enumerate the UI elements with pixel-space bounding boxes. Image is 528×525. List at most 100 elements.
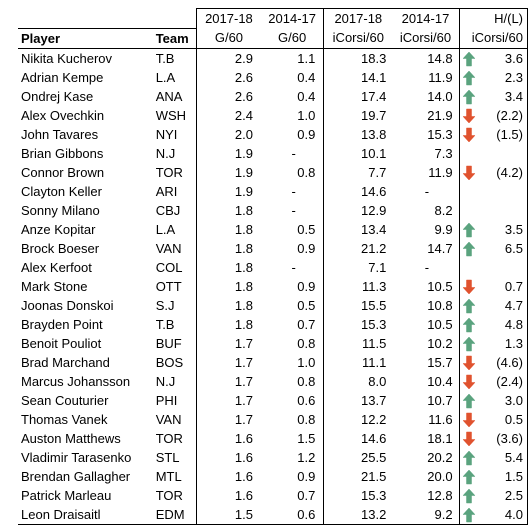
g60-1417-value: 0.8 [260,409,325,429]
g60-1718-value: 2.9 [195,48,261,68]
icorsi-hl-value: 1.5 [477,466,528,486]
table-row: Clayton Keller ARI 1.9-14.6- [18,181,528,201]
icorsi-1417-value: 11.9 [392,67,460,87]
stats-table: 2017-18 2014-17 2017-18 2014-17 H/(L) Pl… [18,8,528,525]
trend-cell [459,277,477,296]
icorsi-1718-value: 13.2 [323,504,393,525]
header-player: Player [18,27,153,48]
trend-cell [459,429,477,448]
header-blank [153,9,197,29]
player-name: Auston Matthews [21,430,121,446]
icorsi-1417-value: 15.3 [392,124,460,144]
icorsi-1417-value: 11.9 [392,162,460,182]
trend-cell [459,87,477,106]
header-season-1417-icorsi: 2014-17 [392,8,460,28]
team-code: NYI [155,126,178,142]
icorsi-1718-value: 19.7 [361,107,387,123]
arrow-up-icon [462,298,476,314]
g60-1718-value: 1.7 [195,333,261,353]
icorsi-hl-value: (2.4) [477,371,528,391]
g60-1718-value: 2.6 [195,86,261,106]
icorsi-hl-value [477,181,528,201]
g60-1417-value: 1.5 [260,428,325,448]
header-season-1718-icorsi: 2017-18 [323,8,393,28]
icorsi-hl-value: 0.7 [477,276,528,296]
icorsi-hl-value: 0.5 [477,409,528,429]
icorsi-1718-value: 15.3 [361,487,387,503]
table-row: Brayden Point T.B 1.8 0.7 15.3 10.5 4.8 [18,314,528,334]
table-row: Adrian Kempe L.A 2.6 0.4 14.1 11.9 2.3 [18,67,528,87]
trend-cell [459,258,477,277]
arrow-up-icon [462,241,476,257]
icorsi-hl-value [477,143,528,163]
trend-cell [459,201,477,220]
icorsi-hl-value [477,200,528,220]
table-row: Vladimir Tarasenko STL 1.6 1.2 25.5 20.2 5.4 [18,447,528,467]
trend-cell [459,486,477,505]
arrow-down-icon [462,355,476,371]
icorsi-1718-value: 18.3 [361,50,387,66]
icorsi-1718-value: 12.9 [361,202,387,218]
g60-1718-value: 1.7 [195,352,261,372]
team-code: PHI [155,392,178,408]
arrow-up-icon [462,317,476,333]
icorsi-1718-value: 11.1 [361,354,387,370]
icorsi-1417-value: 10.7 [392,390,460,410]
icorsi-1718-value: 17.4 [361,88,387,104]
team-code: TOR [155,164,183,180]
arrow-up-icon [462,507,476,523]
icorsi-1417-value: 10.4 [392,371,460,391]
g60-1417-value: - [260,200,325,220]
icorsi-1417-value: 14.8 [392,48,460,68]
arrow-up-icon [462,469,476,485]
arrow-down-icon [462,165,476,181]
team-code: BOS [155,354,184,370]
icorsi-hl-value [477,257,528,277]
g60-1718-value: 1.8 [195,314,261,334]
g60-1417-value: 0.5 [260,219,325,239]
table-row: Brad Marchand BOS 1.7 1.0 11.1 15.7 (4.6) [18,352,528,372]
icorsi-1417-value: 20.2 [392,447,460,467]
icorsi-hl-value: 3.4 [477,86,528,106]
g60-1417-value: 1.0 [260,352,325,372]
team-code: STL [155,449,180,465]
icorsi-hl-value: 2.3 [477,67,528,87]
trend-cell [459,504,478,525]
team-code: L.A [155,69,176,85]
team-code: VAN [155,411,182,427]
g60-1417-value: 0.8 [260,371,325,391]
trend-cell [459,220,477,239]
player-name: Anze Kopitar [21,221,96,237]
icorsi-1718-value: 21.2 [361,240,387,256]
g60-1718-value: 1.8 [195,257,261,277]
table-row: Brian Gibbons N.J 1.9- 10.1 7.3 [18,143,528,163]
icorsi-1417-value: 14.7 [392,238,460,258]
g60-1718-value: 2.6 [195,67,261,87]
team-code: EDM [152,504,197,525]
trend-cell [459,144,477,163]
arrow-down-icon [462,412,476,428]
player-name: Joonas Donskoi [21,297,114,313]
g60-1718-value: 1.8 [195,238,261,258]
team-code: BUF [155,335,182,351]
table-row: Marcus Johansson N.J 1.7 0.8 8.0 10.4 (2.4) [18,371,528,391]
icorsi-hl-value: 2.5 [477,485,528,505]
g60-1718-value: 1.6 [195,466,261,486]
arrow-up-icon [462,70,476,86]
trend-cell [459,410,477,429]
table-row: Anze Kopitar L.A 1.8 0.5 13.4 9.9 3.5 [18,219,528,239]
g60-1718-value: 1.7 [195,390,261,410]
trend-cell [459,315,477,334]
player-name: Sonny Milano [21,202,100,218]
stats-table-container: 2017-18 2014-17 2017-18 2014-17 H/(L) Pl… [18,8,528,525]
team-code: ANA [155,88,183,104]
g60-1417-value: 0.9 [260,276,325,296]
g60-1718-value: 1.8 [195,276,261,296]
g60-1417-value: 1.0 [260,105,325,125]
icorsi-1417-value: 11.6 [392,409,460,429]
g60-1417-value: 0.7 [260,314,325,334]
player-name: Brayden Point [21,316,103,332]
g60-1718-value: 1.9 [195,143,261,163]
player-name: Brad Marchand [21,354,110,370]
player-name: Ondrej Kase [21,88,94,104]
